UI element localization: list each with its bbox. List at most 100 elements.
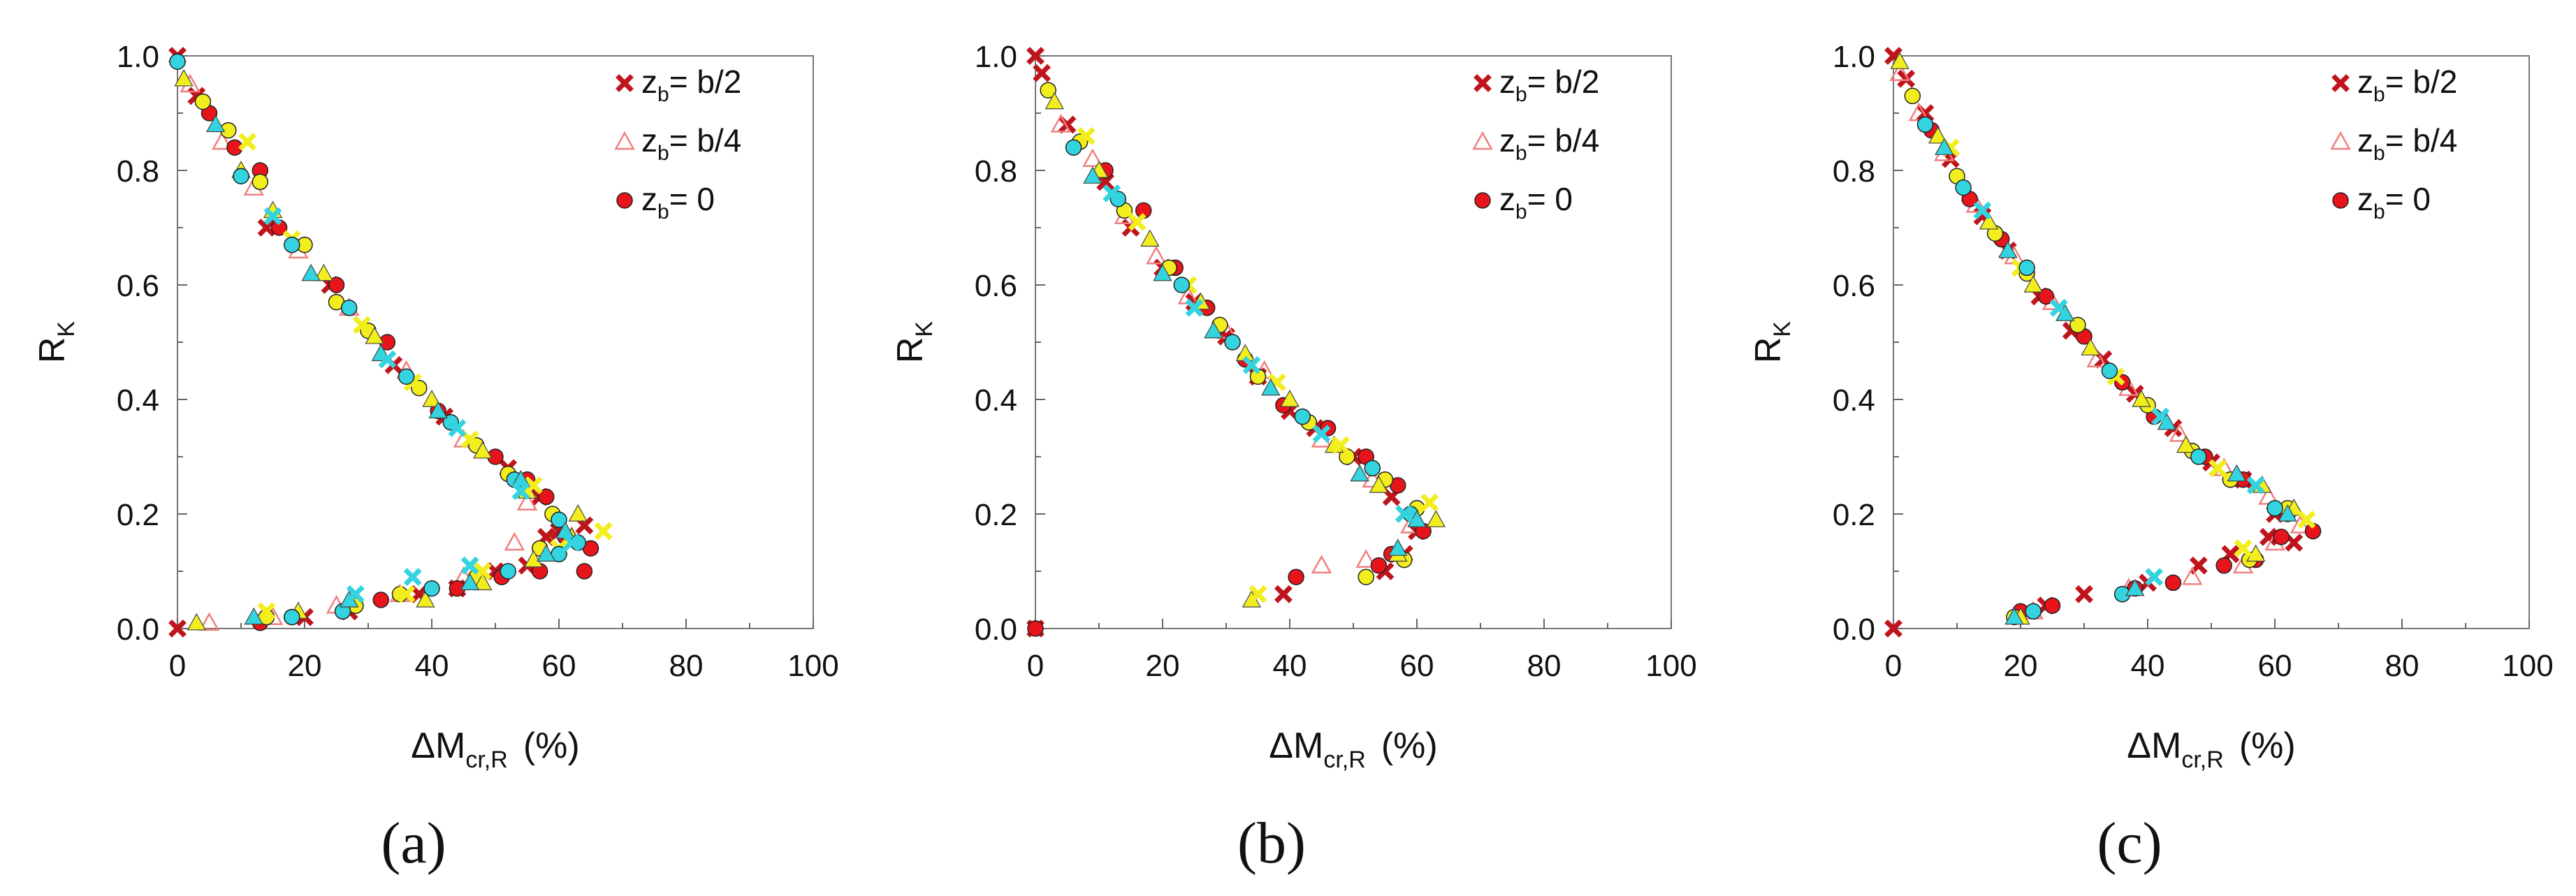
data-point-triangle <box>1350 464 1369 482</box>
data-point-x <box>511 482 530 501</box>
data-point-x <box>1884 619 1902 638</box>
legend: zb= b/2 zb= b/4 zb= 0 <box>1472 64 1599 223</box>
y-tick-label: 0.4 <box>1833 383 1875 418</box>
x-tick-label: 20 <box>1146 649 1180 683</box>
y-tick-label: 1.0 <box>1833 40 1875 74</box>
x-tick-label: 100 <box>2502 649 2553 683</box>
y-tick-label: 0.4 <box>975 383 1017 418</box>
data-point-triangle-open <box>2181 566 2203 585</box>
data-point-circle <box>252 173 269 191</box>
data-point-triangle-open <box>1889 62 1910 81</box>
x-tick-label: 0 <box>1027 649 1044 683</box>
data-marks <box>168 47 613 638</box>
y-tick-label: 0.8 <box>117 154 159 189</box>
data-point-x <box>257 602 276 621</box>
data-point-triangle <box>1979 212 1999 230</box>
data-point-circle <box>2190 448 2207 465</box>
data-point-triangle <box>473 441 493 459</box>
data-point-circle <box>1173 277 1191 293</box>
data-point-triangle <box>365 326 384 344</box>
y-tick-label: 1.0 <box>975 40 1017 74</box>
data-point-x <box>524 476 543 494</box>
data-point-x <box>397 585 416 603</box>
x-tick-label: 0 <box>169 649 186 683</box>
data-point-triangle <box>1388 538 1408 556</box>
y-axis-label: RK <box>890 321 938 364</box>
data-point-circle <box>2266 500 2283 517</box>
tick-labels: 0 20 40 60 80 100 0.0 0.2 0.4 0.6 0.8 1.… <box>1833 40 2554 683</box>
legend-entry: zb= 0 <box>2332 181 2431 223</box>
data-point-x <box>1274 585 1293 603</box>
y-tick-label: 0.6 <box>1833 269 1875 303</box>
data-point-x <box>378 350 397 369</box>
y-tick-label: 0.0 <box>975 612 1017 647</box>
data-point-circle <box>2018 259 2035 277</box>
data-point-circle <box>1358 568 1374 585</box>
data-point-circle <box>398 368 415 385</box>
legend-symbol-triangle-open <box>2330 131 2351 150</box>
legend-label: zb= b/4 <box>1499 122 1599 165</box>
legend-symbol-circle <box>1474 192 1491 209</box>
data-point-triangle-open <box>1082 148 1103 167</box>
x-tick-label: 40 <box>1273 649 1307 683</box>
data-point-circle <box>2273 529 2290 545</box>
data-point-triangle-open <box>516 492 538 511</box>
data-point-x <box>1331 436 1350 455</box>
legend-label: zb= 0 <box>641 181 715 223</box>
data-point-x <box>1103 184 1121 203</box>
data-point-x <box>238 133 257 151</box>
x-tick-label: 40 <box>2131 649 2165 683</box>
y-tick-label: 0.0 <box>117 612 159 647</box>
data-point-triangle <box>473 573 493 591</box>
y-tick-label: 1.0 <box>117 40 159 74</box>
data-point-x <box>1077 126 1096 145</box>
data-point-triangle-open <box>198 612 220 631</box>
data-point-x <box>1420 493 1439 512</box>
data-point-triangle-open <box>2169 423 2190 442</box>
data-point-triangle <box>314 263 333 281</box>
data-point-triangle <box>2125 578 2145 596</box>
data-point-triangle <box>1261 378 1281 396</box>
data-point-x <box>2234 539 2253 558</box>
data-point-circle <box>2101 362 2118 379</box>
legend-entry: zb= b/2 <box>1473 64 1599 106</box>
x-axis-label: ΔMcr,R (%) <box>1269 726 1437 773</box>
legend-marker-triangle <box>1472 131 1493 150</box>
data-point-x <box>346 585 365 603</box>
data-point-x <box>2075 585 2093 603</box>
data-point-triangle <box>1204 321 1223 339</box>
data-point-triangle-open <box>211 131 233 150</box>
data-point-triangle <box>511 469 531 487</box>
data-point-triangle <box>1890 52 1909 69</box>
x-tick-label: 80 <box>2385 649 2419 683</box>
legend-entry: zb= b/4 <box>614 122 741 165</box>
data-point-triangle <box>1426 510 1446 527</box>
x-tick-label: 100 <box>1645 649 1696 683</box>
data-point-x <box>1026 47 1045 65</box>
data-point-x <box>2246 476 2265 494</box>
data-point-circle <box>372 592 389 608</box>
data-point-circle <box>2164 574 2182 592</box>
data-point-circle <box>1294 408 1311 425</box>
data-point-triangle <box>2081 338 2100 355</box>
legend-marker-x <box>616 74 634 92</box>
data-point-x <box>448 419 467 437</box>
data-point-circle <box>1224 334 1241 351</box>
data-point-triangle <box>2023 275 2043 293</box>
data-point-circle <box>340 300 358 316</box>
x-tick-label: 40 <box>415 649 449 683</box>
legend-marker-x <box>2331 74 2350 92</box>
data-point-triangle <box>1045 91 1064 110</box>
x-tick-label: 0 <box>1885 649 1902 683</box>
data-marks <box>1026 47 1446 638</box>
data-point-x <box>473 562 492 580</box>
tick-labels: 0 20 40 60 80 100 0.0 0.2 0.4 0.6 0.8 1.… <box>975 40 1697 683</box>
data-point-circle <box>284 236 300 254</box>
legend-marker-triangle <box>2330 131 2351 150</box>
legend-label: zb= b/2 <box>1499 64 1599 106</box>
data-point-triangle <box>2132 390 2151 407</box>
data-point-circle <box>1955 179 1972 196</box>
data-point-circle <box>1288 568 1304 585</box>
data-point-x <box>1128 212 1147 231</box>
data-point-x <box>562 534 581 552</box>
